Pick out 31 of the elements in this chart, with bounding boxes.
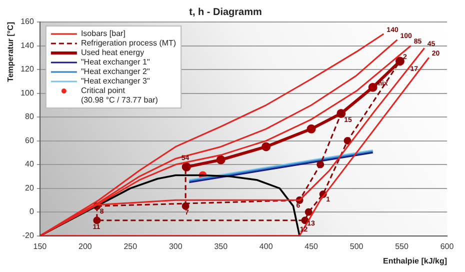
y-tick-label: 100: [20, 88, 34, 98]
legend-label: "Heat exchanger 2": [80, 67, 150, 76]
y-axis-title: Temperatur [°C]: [6, 22, 16, 82]
y-tick-label: 40: [25, 160, 34, 169]
chart-title: t, h - Diagramm: [189, 6, 262, 18]
legend-label: "Heat exchanger 1": [80, 58, 150, 67]
x-tick-label: 300: [168, 242, 183, 251]
x-axis-title: Enthalpie [kJ/kg]: [382, 256, 448, 266]
y-tick-label: 160: [20, 17, 34, 26]
legend-label: Isobars [bar]: [80, 29, 126, 38]
x-tick-label: 500: [350, 242, 364, 251]
y-tick-label: 120: [20, 64, 34, 74]
legend-label: Used heat energy: [80, 48, 144, 58]
x-tick-label: 600: [440, 242, 454, 251]
legend-label: Refrigeration process (MT): [80, 38, 176, 48]
annotation: (30.98 °C / 73.77 bar): [80, 96, 158, 105]
x-tick-label: 550: [395, 242, 409, 251]
x-tick-label: 400: [259, 242, 274, 251]
x-tick-label: 250: [124, 242, 138, 251]
x-tick-label: 200: [78, 242, 92, 251]
y-tick-label: 80: [25, 112, 34, 122]
y-tick-label: 20: [25, 183, 34, 192]
y-tick-label: 0: [29, 207, 34, 216]
x-tick-label: 150: [33, 242, 48, 251]
legend-label: Critical point: [80, 86, 126, 96]
y-tick-label: -20: [22, 231, 34, 240]
y-tick-label: 60: [25, 136, 34, 145]
x-tick-label: 350: [214, 242, 228, 251]
legend-label: "Heat exchanger 3": [80, 76, 150, 86]
y-tick-label: 140: [20, 40, 34, 50]
x-tick-label: 450: [304, 242, 319, 251]
